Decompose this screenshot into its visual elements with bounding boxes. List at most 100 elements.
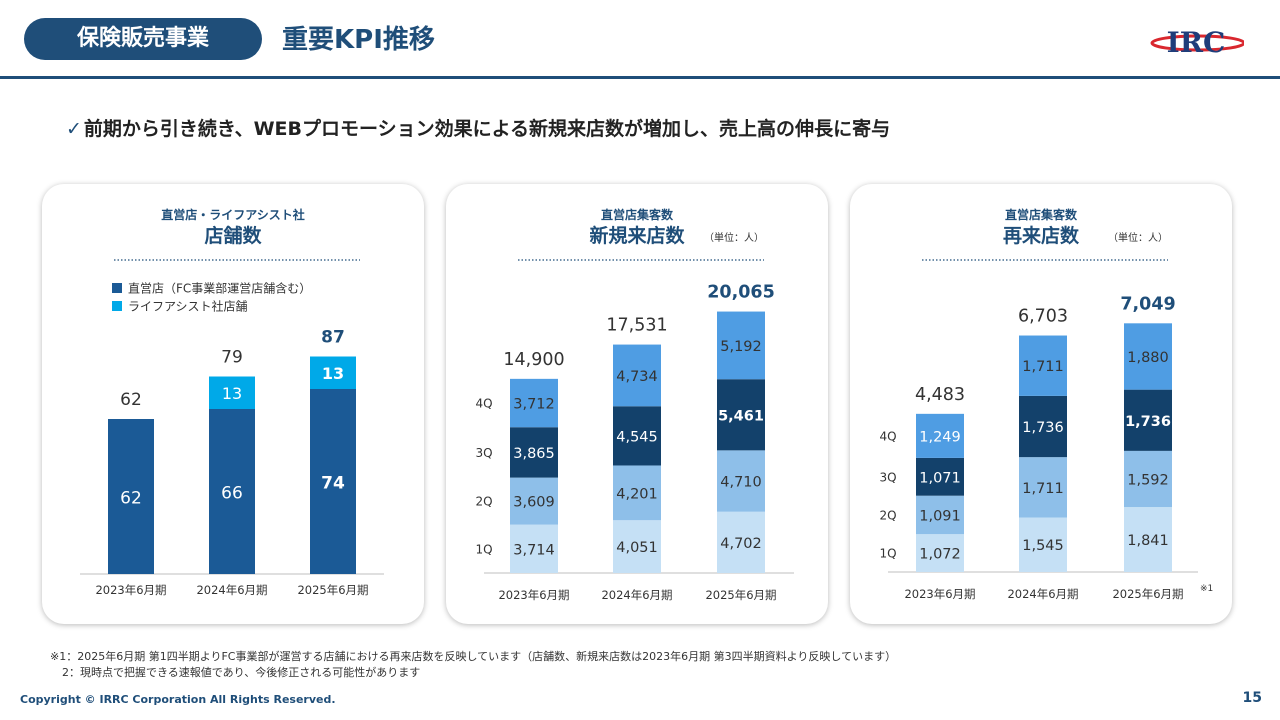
total-label: 7,049 [1120,294,1175,314]
copyright: Copyright © IRRC Corporation All Rights … [20,693,336,706]
quarter-label: 2Q [475,495,492,509]
bar-value-label: 1,711 [1022,359,1064,375]
chart-title: 新規来店数 [589,224,685,247]
bar-segment-2q [1124,450,1172,508]
bar-value-label: 4,545 [616,429,658,445]
svg-text:IRC: IRC [1167,26,1226,59]
bar-value-label: 1,091 [919,508,961,524]
bar-value-label: 1,711 [1022,481,1064,497]
headline: ✓ 前期から引き続き、WEBプロモーション効果による新規来店数が増加し、売上高の伸… [66,114,890,141]
footnote-2: 2：現時点で把握できる速報値であり、今後修正される可能性があります [62,666,421,679]
bar-value-label: 3,714 [513,542,555,558]
bar-label-lifeassist: 13 [222,384,242,403]
bar-segment-4q [510,378,558,428]
bar-value-label: 4,051 [616,540,658,556]
x-tick-label: 2024年6月期 [196,583,267,597]
section-label: 保険販売事業 [24,18,262,60]
bar-segment-1q [916,534,964,572]
page-title: 重要KPI推移 [282,25,435,55]
x-tick-label: 2024年6月期 [601,588,672,602]
total-label: 62 [120,390,142,410]
quarter-label: 4Q [879,429,896,443]
check-icon: ✓ [66,118,82,140]
footnotes: ※1：2025年6月期 第1四半期よりFC事業部が運営する店舗における再来店数を… [50,649,896,681]
bar-label-direct: 62 [120,489,142,509]
bar-segment-2q [916,495,964,535]
bar-value-label: 1,545 [1022,538,1064,554]
bar-segment-4q [613,344,661,407]
chart-title: 店舗数 [204,224,262,247]
bar-segment-2q [613,465,661,521]
bar-value-label: 5,192 [720,339,762,355]
x-tick-label: 2023年6月期 [498,588,569,602]
total-label: 20,065 [707,283,775,303]
bar-segment-1q [717,511,765,573]
total-label: 87 [321,328,345,348]
legend-swatch [112,301,122,311]
x-tick-label: 2024年6月期 [1007,587,1078,601]
bar-value-label: 4,734 [616,369,658,385]
legend-label: ライフアシスト社店舗 [128,299,248,314]
x-tick-label: 2025年6月期 [1112,587,1183,601]
bar-segment-4q [916,413,964,458]
bar-value-label: 1,841 [1127,533,1169,549]
x-tick-label: 2025年6月期 [705,588,776,602]
bar-direct [209,409,255,574]
bar-segment-3q [613,406,661,466]
footnote-mark: ※1 [1200,584,1213,594]
bar-segment-4q [717,311,765,380]
bar-value-label: 1,072 [919,547,961,563]
bar-value-label: 1,249 [919,429,961,445]
bar-segment-4q [1124,323,1172,390]
bar-segment-2q [717,450,765,512]
total-label: 4,483 [915,385,965,405]
bar-label-direct: 74 [321,474,345,494]
quarter-label: 1Q [475,542,492,556]
quarter-label: 3Q [475,446,492,460]
bar-label-direct: 66 [221,484,243,504]
bar-value-label: 5,461 [718,408,764,424]
bar-direct [108,419,154,574]
chart-subtitle: 直営店集客数 [1005,207,1078,222]
page-number: 15 [1242,690,1262,706]
x-tick-label: 2023年6月期 [95,583,166,597]
total-label: 79 [221,348,243,368]
bar-segment-4q [1019,335,1067,396]
bar-value-label: 1,880 [1127,350,1169,366]
chart-subtitle: 直営店・ライフアシスト社 [161,207,305,222]
bar-segment-2q [510,477,558,525]
bar-lifeassist [209,376,255,409]
quarter-label: 4Q [475,397,492,411]
bar-segment-1q [1124,507,1172,572]
legend-swatch [112,283,122,293]
new-visitors-card: 直営店集客数 新規来店数 （単位：人） 3,714 1Q 3,609 2Q 3,865 3Q 3,… [446,184,828,624]
bar-segment-1q [613,520,661,573]
header-divider [0,76,1280,79]
footnote-1: ※1：2025年6月期 第1四半期よりFC事業部が運営する店舗における再来店数を… [50,650,897,663]
bar-value-label: 1,592 [1127,472,1169,488]
bar-segment-3q [1124,389,1172,451]
unit-note: （単位：人） [1108,231,1168,244]
headline-text: 前期から引き続き、WEBプロモーション効果による新規来店数が増加し、売上高の伸長… [83,118,891,140]
bar-segment-3q [510,427,558,478]
unit-note: （単位：人） [704,231,764,244]
legend-label: 直営店（FC事業部運営店舗含む） [128,281,311,296]
total-label: 14,900 [503,350,564,370]
total-label: 17,531 [606,316,667,336]
bar-value-label: 3,712 [513,397,555,413]
bar-lifeassist [310,356,356,389]
quarter-label: 3Q [879,470,896,484]
bar-segment-1q [510,524,558,573]
quarter-label: 1Q [879,547,896,561]
quarter-label: 2Q [879,508,896,522]
bar-segment-2q [1019,457,1067,518]
bar-segment-3q [916,457,964,496]
bar-segment-1q [1019,517,1067,572]
company-logo: IRC [1150,26,1244,59]
bar-value-label: 1,736 [1125,414,1171,430]
chart-subtitle: 直営店集客数 [601,207,674,222]
x-tick-label: 2023年6月期 [904,587,975,601]
